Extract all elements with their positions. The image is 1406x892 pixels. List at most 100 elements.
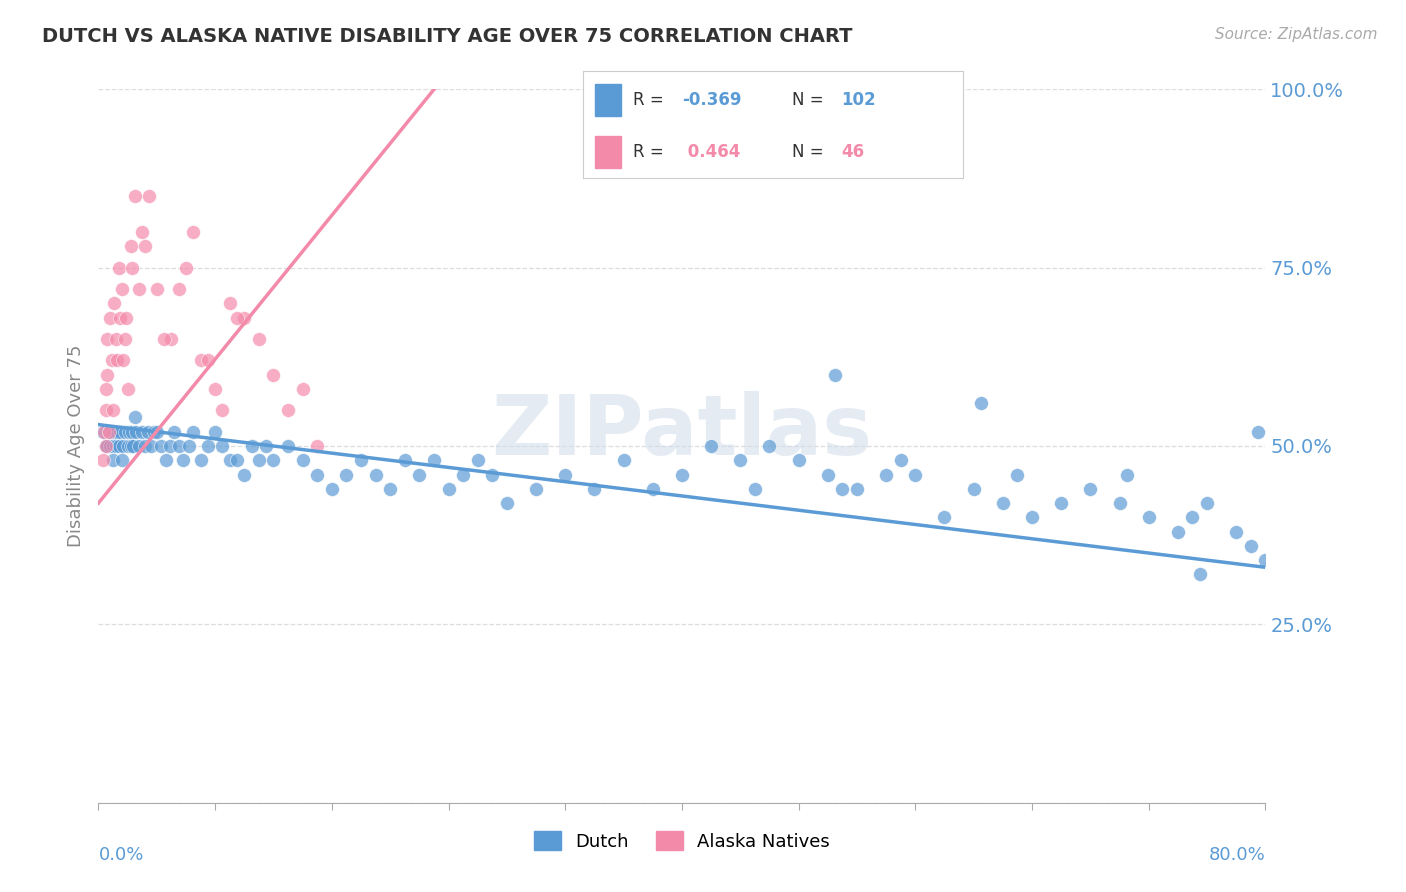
Point	[211, 439, 233, 453]
Point	[96, 439, 118, 453]
Point	[1108, 496, 1130, 510]
Point	[524, 482, 547, 496]
Point	[787, 453, 810, 467]
Point	[583, 482, 606, 496]
Point	[98, 310, 121, 325]
Point	[108, 439, 131, 453]
Point	[277, 439, 299, 453]
Point	[104, 439, 127, 453]
Point	[91, 425, 114, 439]
Point	[120, 439, 142, 453]
Point	[394, 453, 416, 467]
Point	[117, 382, 139, 396]
Point	[163, 425, 186, 439]
Point	[247, 332, 270, 346]
Point	[101, 439, 124, 453]
Text: 0.464: 0.464	[682, 143, 741, 161]
Point	[96, 332, 118, 346]
Point	[112, 353, 135, 368]
Point	[307, 467, 329, 482]
Point	[142, 425, 165, 439]
Point	[111, 282, 134, 296]
Point	[167, 282, 190, 296]
Point	[108, 260, 131, 275]
Point	[101, 453, 124, 467]
Point	[125, 425, 148, 439]
Point	[104, 332, 127, 346]
Point	[671, 467, 693, 482]
Point	[1240, 539, 1263, 553]
Point	[744, 482, 766, 496]
Point	[112, 439, 135, 453]
Point	[110, 425, 132, 439]
Point	[103, 425, 125, 439]
Point	[307, 439, 329, 453]
Point	[233, 310, 256, 325]
Point	[181, 425, 204, 439]
Point	[817, 467, 839, 482]
Point	[118, 425, 141, 439]
Point	[277, 403, 299, 417]
Point	[613, 453, 636, 467]
Point	[134, 439, 156, 453]
Point	[167, 439, 190, 453]
Point	[131, 425, 153, 439]
Point	[554, 467, 576, 482]
Point	[174, 260, 197, 275]
Text: 46: 46	[842, 143, 865, 161]
Point	[134, 239, 156, 253]
Point	[1137, 510, 1160, 524]
Point	[846, 482, 869, 496]
Point	[128, 439, 150, 453]
Point	[115, 310, 138, 325]
Text: ZIPatlas: ZIPatlas	[492, 392, 872, 472]
Point	[730, 453, 752, 467]
Bar	[595, 84, 621, 116]
Point	[204, 382, 226, 396]
Point	[1225, 524, 1247, 539]
Point	[172, 453, 194, 467]
Point	[181, 225, 204, 239]
Point	[1050, 496, 1073, 510]
Point	[218, 296, 240, 310]
Point	[226, 453, 249, 467]
Point	[124, 410, 146, 425]
Point	[824, 368, 846, 382]
Point	[101, 403, 124, 417]
Point	[962, 482, 984, 496]
Point	[124, 189, 146, 203]
Point	[240, 439, 263, 453]
Text: 80.0%: 80.0%	[1209, 846, 1265, 863]
Point	[380, 482, 402, 496]
Point	[93, 425, 115, 439]
Point	[263, 453, 285, 467]
Point	[423, 453, 446, 467]
Point	[335, 467, 357, 482]
Point	[146, 282, 169, 296]
Point	[263, 368, 285, 382]
Point	[1167, 524, 1189, 539]
Text: -0.369: -0.369	[682, 91, 742, 109]
Point	[226, 310, 249, 325]
Point	[155, 453, 177, 467]
Point	[111, 453, 134, 467]
Legend: Dutch, Alaska Natives: Dutch, Alaska Natives	[526, 824, 838, 858]
Text: N =: N =	[793, 143, 824, 161]
Point	[150, 439, 173, 453]
Point	[481, 467, 503, 482]
Point	[467, 453, 489, 467]
Point	[350, 453, 373, 467]
Point	[496, 496, 519, 510]
Text: DUTCH VS ALASKA NATIVE DISABILITY AGE OVER 75 CORRELATION CHART: DUTCH VS ALASKA NATIVE DISABILITY AGE OV…	[42, 27, 852, 45]
Text: 0.0%: 0.0%	[98, 846, 143, 863]
Text: R =: R =	[633, 143, 664, 161]
Point	[94, 439, 117, 453]
Text: R =: R =	[633, 91, 664, 109]
Point	[100, 353, 122, 368]
Point	[1181, 510, 1204, 524]
Point	[114, 425, 136, 439]
Point	[138, 189, 160, 203]
Point	[364, 467, 387, 482]
Point	[110, 310, 132, 325]
Point	[904, 467, 927, 482]
